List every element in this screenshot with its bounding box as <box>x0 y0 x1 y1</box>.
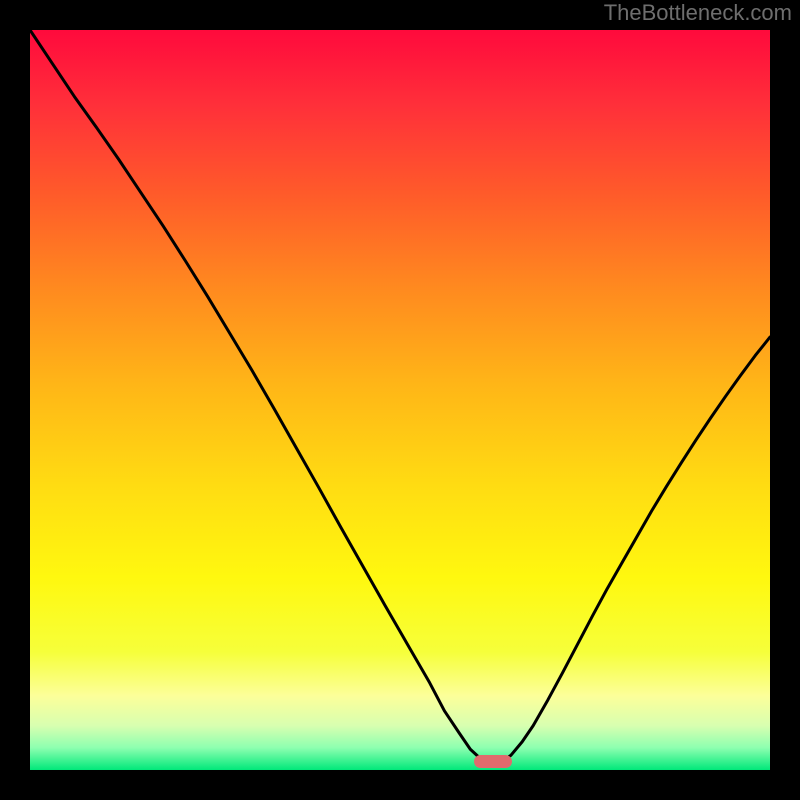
plot-background <box>30 30 770 770</box>
optimal-point-marker <box>474 755 512 768</box>
watermark-text: TheBottleneck.com <box>604 0 792 26</box>
chart-container: TheBottleneck.com <box>0 0 800 800</box>
bottleneck-chart <box>0 0 800 800</box>
